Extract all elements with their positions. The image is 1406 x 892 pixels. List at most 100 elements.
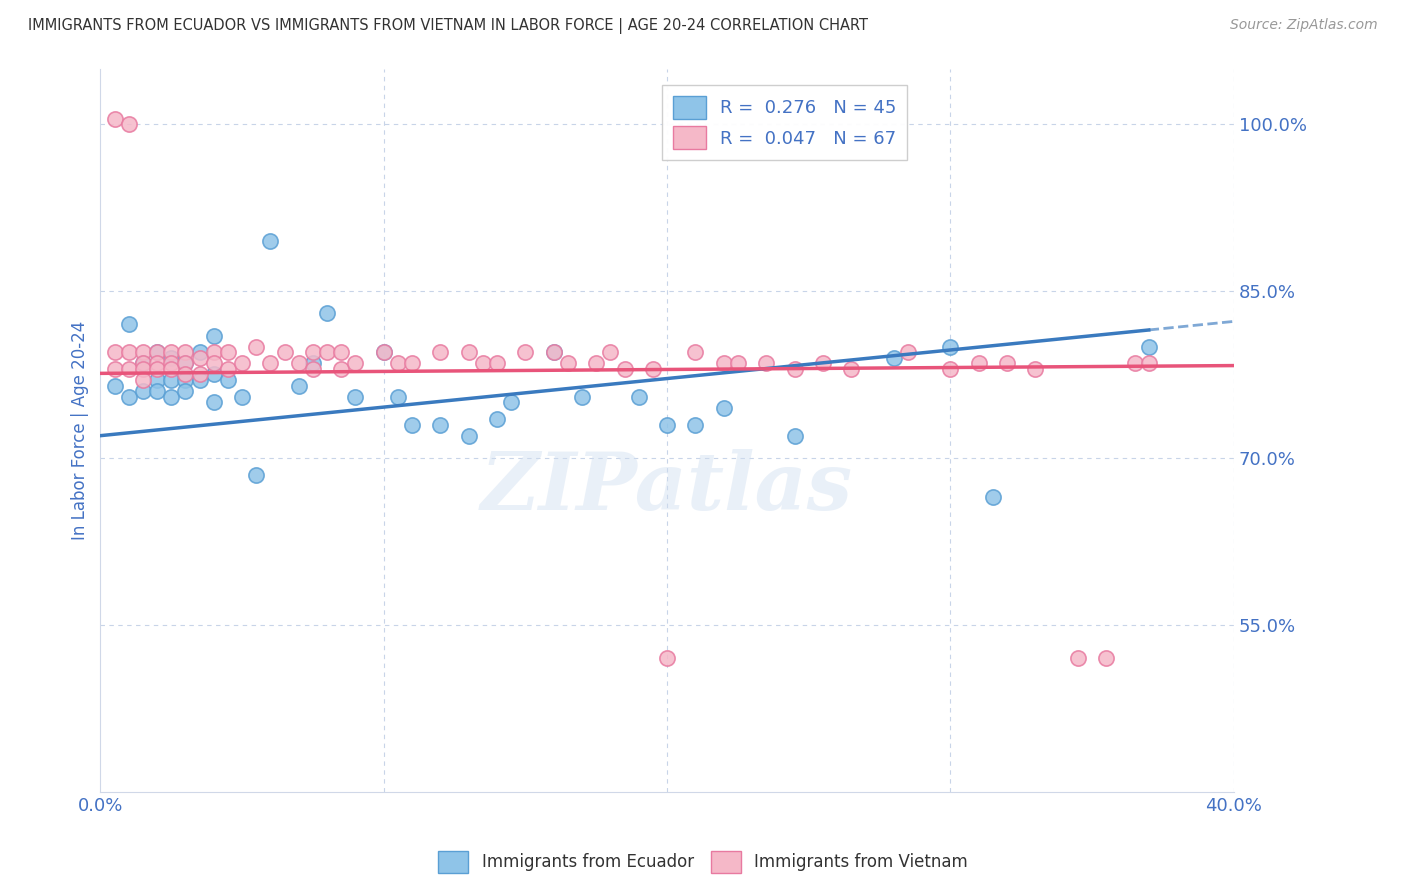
- Text: ZIPatlas: ZIPatlas: [481, 450, 853, 526]
- Point: [217, 345, 239, 359]
- Point: [118, 117, 141, 131]
- Point: [429, 345, 451, 359]
- Text: IMMIGRANTS FROM ECUADOR VS IMMIGRANTS FROM VIETNAM IN LABOR FORCE | AGE 20-24 CO: IMMIGRANTS FROM ECUADOR VS IMMIGRANTS FR…: [28, 18, 868, 34]
- Point: [967, 356, 990, 370]
- Point: [132, 384, 155, 399]
- Point: [685, 345, 707, 359]
- Point: [429, 417, 451, 432]
- Point: [713, 401, 735, 415]
- Point: [132, 362, 155, 376]
- Point: [373, 345, 395, 359]
- Point: [627, 390, 650, 404]
- Point: [302, 362, 325, 376]
- Point: [118, 345, 141, 359]
- Point: [981, 490, 1004, 504]
- Point: [202, 356, 225, 370]
- Point: [471, 356, 494, 370]
- Point: [599, 345, 621, 359]
- Point: [727, 356, 749, 370]
- Point: [655, 651, 678, 665]
- Point: [401, 417, 423, 432]
- Point: [457, 428, 479, 442]
- Point: [118, 362, 141, 376]
- Point: [457, 345, 479, 359]
- Y-axis label: In Labor Force | Age 20-24: In Labor Force | Age 20-24: [72, 320, 89, 540]
- Point: [103, 345, 125, 359]
- Point: [174, 356, 197, 370]
- Point: [557, 356, 579, 370]
- Point: [1137, 356, 1160, 370]
- Point: [259, 234, 281, 248]
- Point: [103, 112, 125, 126]
- Point: [783, 428, 806, 442]
- Point: [132, 373, 155, 387]
- Point: [939, 340, 962, 354]
- Point: [330, 362, 353, 376]
- Point: [655, 417, 678, 432]
- Point: [202, 328, 225, 343]
- Point: [202, 368, 225, 382]
- Point: [174, 345, 197, 359]
- Point: [839, 362, 862, 376]
- Point: [103, 378, 125, 392]
- Point: [543, 345, 565, 359]
- Point: [486, 356, 509, 370]
- Point: [811, 356, 834, 370]
- Point: [217, 373, 239, 387]
- Point: [641, 362, 664, 376]
- Point: [174, 368, 197, 382]
- Point: [146, 345, 169, 359]
- Point: [330, 345, 353, 359]
- Point: [316, 345, 339, 359]
- Point: [501, 395, 523, 409]
- Point: [1123, 356, 1146, 370]
- Point: [1067, 651, 1090, 665]
- Point: [302, 356, 325, 370]
- Point: [160, 356, 183, 370]
- Point: [160, 345, 183, 359]
- Point: [344, 356, 367, 370]
- Point: [1095, 651, 1118, 665]
- Point: [387, 390, 409, 404]
- Point: [146, 362, 169, 376]
- Point: [103, 362, 125, 376]
- Point: [146, 345, 169, 359]
- Point: [160, 362, 183, 376]
- Point: [160, 351, 183, 365]
- Point: [202, 345, 225, 359]
- Point: [146, 373, 169, 387]
- Point: [571, 390, 593, 404]
- Point: [783, 362, 806, 376]
- Point: [1024, 362, 1046, 376]
- Point: [188, 373, 211, 387]
- Point: [132, 356, 155, 370]
- Point: [188, 345, 211, 359]
- Legend: Immigrants from Ecuador, Immigrants from Vietnam: Immigrants from Ecuador, Immigrants from…: [432, 845, 974, 880]
- Point: [685, 417, 707, 432]
- Point: [287, 356, 309, 370]
- Point: [287, 378, 309, 392]
- Point: [883, 351, 905, 365]
- Point: [217, 362, 239, 376]
- Point: [897, 345, 920, 359]
- Point: [231, 390, 253, 404]
- Point: [132, 356, 155, 370]
- Text: Source: ZipAtlas.com: Source: ZipAtlas.com: [1230, 18, 1378, 32]
- Point: [245, 467, 267, 482]
- Legend: R =  0.276   N = 45, R =  0.047   N = 67: R = 0.276 N = 45, R = 0.047 N = 67: [662, 85, 907, 160]
- Point: [995, 356, 1018, 370]
- Point: [188, 351, 211, 365]
- Point: [613, 362, 636, 376]
- Point: [202, 395, 225, 409]
- Point: [373, 345, 395, 359]
- Point: [302, 345, 325, 359]
- Point: [585, 356, 607, 370]
- Point: [188, 368, 211, 382]
- Point: [245, 340, 267, 354]
- Point: [174, 356, 197, 370]
- Point: [259, 356, 281, 370]
- Point: [515, 345, 537, 359]
- Point: [146, 356, 169, 370]
- Point: [118, 390, 141, 404]
- Point: [316, 306, 339, 320]
